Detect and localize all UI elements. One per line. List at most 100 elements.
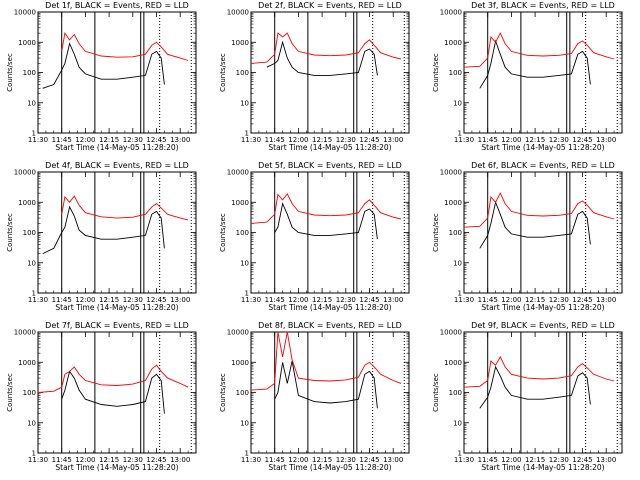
events-series-line: [61, 370, 165, 414]
x-tick-label: 11:30: [454, 296, 474, 304]
x-tick-label: 13:00: [170, 296, 190, 304]
x-axis-label: Start Time (14-May-05 11:28:20): [481, 303, 604, 312]
x-tick-label: 11:30: [28, 296, 48, 304]
lld-series-line: [61, 195, 189, 221]
y-tick-label: 1000: [18, 359, 36, 367]
x-tick-label: 12:45: [359, 136, 379, 144]
y-tick-label: 10000: [440, 9, 462, 17]
y-tick-label: 1: [245, 290, 249, 298]
x-tick-label: 11:30: [454, 456, 474, 464]
x-tick-label: 12:15: [525, 456, 545, 464]
x-tick-label: 12:30: [336, 456, 356, 464]
x-tick-label: 12:15: [525, 136, 545, 144]
y-tick-label: 1: [32, 290, 36, 298]
x-tick-label: 13:00: [596, 456, 616, 464]
y-tick-label: 10000: [227, 9, 249, 17]
x-tick-label: 12:45: [146, 136, 166, 144]
x-axis-label: Start Time (14-May-05 11:28:20): [481, 143, 604, 152]
x-tick-label: 13:00: [383, 456, 403, 464]
y-axis-label: Counts/sec: [219, 213, 227, 252]
x-tick-label: 11:45: [52, 456, 72, 464]
y-tick-label: 1000: [231, 39, 249, 47]
x-tick-label: 12:45: [572, 296, 592, 304]
x-tick-label: 12:00: [75, 296, 95, 304]
x-tick-label: 12:30: [123, 296, 143, 304]
y-tick-label: 100: [236, 389, 249, 397]
x-tick-label: 13:00: [596, 136, 616, 144]
detector-panel-3: Det 3f, BLACK = Events, RED = LLD 1 10 100 1…: [432, 1, 623, 152]
detector-panel-1: Det 1f, BLACK = Events, RED = LLD 1 10 100 1…: [6, 1, 197, 152]
x-axis-label: Start Time (14-May-05 11:28:20): [268, 143, 391, 152]
y-tick-label: 10000: [227, 169, 249, 177]
panel-title: Det 7f, BLACK = Events, RED = LLD: [45, 321, 189, 330]
x-tick-label: 11:45: [265, 136, 285, 144]
panel-title: Det 1f, BLACK = Events, RED = LLD: [45, 1, 189, 10]
panel-title: Det 6f, BLACK = Events, RED = LLD: [471, 161, 615, 170]
detector-panel-4: Det 4f, BLACK = Events, RED = LLD 1 10 100 1…: [6, 161, 197, 312]
panel-title: Det 3f, BLACK = Events, RED = LLD: [471, 1, 615, 10]
y-tick-label: 10: [240, 419, 249, 427]
x-tick-label: 12:30: [336, 136, 356, 144]
x-tick-label: 12:15: [312, 136, 332, 144]
x-axis-label: Start Time (14-May-05 11:28:20): [55, 303, 178, 312]
y-axis-label: Counts/sec: [432, 53, 440, 92]
x-tick-label: 12:00: [75, 456, 95, 464]
x-tick-label: 12:15: [312, 296, 332, 304]
x-axis-label: Start Time (14-May-05 11:28:20): [481, 463, 604, 472]
x-tick-label: 12:30: [123, 136, 143, 144]
y-tick-label: 1: [32, 450, 36, 458]
y-tick-label: 1: [32, 130, 36, 138]
y-tick-label: 1000: [444, 39, 462, 47]
y-tick-label: 10: [453, 259, 462, 267]
y-axis-label: Counts/sec: [6, 213, 14, 252]
y-tick-label: 10: [453, 419, 462, 427]
y-tick-label: 1: [458, 450, 462, 458]
y-axis-label: Counts/sec: [432, 373, 440, 412]
x-tick-label: 11:45: [265, 456, 285, 464]
lld-series-line: [463, 32, 615, 68]
x-tick-label: 12:15: [99, 296, 119, 304]
y-tick-label: 1000: [444, 199, 462, 207]
y-tick-label: 10000: [440, 169, 462, 177]
y-tick-label: 10000: [14, 9, 36, 17]
y-tick-label: 100: [23, 69, 36, 77]
x-tick-label: 12:45: [572, 136, 592, 144]
x-tick-label: 13:00: [170, 456, 190, 464]
y-tick-label: 100: [449, 389, 462, 397]
y-tick-label: 10: [240, 259, 249, 267]
events-series-line: [274, 202, 378, 240]
y-tick-label: 1: [458, 290, 462, 298]
y-tick-label: 1000: [231, 199, 249, 207]
y-tick-label: 1: [458, 130, 462, 138]
y-tick-label: 10000: [14, 169, 36, 177]
events-series-line: [42, 42, 165, 89]
y-tick-label: 10: [27, 99, 36, 107]
x-axis-label: Start Time (14-May-05 11:28:20): [55, 463, 178, 472]
x-tick-label: 12:45: [146, 456, 166, 464]
x-tick-label: 12:00: [288, 456, 308, 464]
x-tick-label: 12:45: [359, 296, 379, 304]
y-tick-label: 10: [27, 259, 36, 267]
y-tick-label: 1000: [231, 359, 249, 367]
y-tick-label: 100: [236, 229, 249, 237]
panel-title: Det 9f, BLACK = Events, RED = LLD: [471, 321, 615, 330]
lld-series-line: [463, 192, 615, 228]
y-tick-label: 1: [245, 450, 249, 458]
x-tick-label: 12:30: [549, 296, 569, 304]
y-axis-label: Counts/sec: [219, 373, 227, 412]
y-axis-label: Counts/sec: [219, 53, 227, 92]
x-tick-label: 11:30: [241, 296, 261, 304]
x-tick-label: 13:00: [383, 136, 403, 144]
x-tick-label: 12:00: [501, 136, 521, 144]
y-axis-label: Counts/sec: [6, 53, 14, 92]
x-tick-label: 12:45: [572, 456, 592, 464]
y-tick-label: 10000: [440, 329, 462, 337]
x-tick-label: 11:45: [478, 296, 498, 304]
detector-panel-9: Det 9f, BLACK = Events, RED = LLD 1 10 100 1…: [432, 321, 623, 472]
y-tick-label: 1000: [18, 199, 36, 207]
x-tick-label: 12:15: [525, 296, 545, 304]
events-series-line: [479, 200, 591, 249]
y-axis-label: Counts/sec: [432, 213, 440, 252]
x-tick-label: 12:00: [288, 296, 308, 304]
x-tick-label: 11:45: [52, 136, 72, 144]
